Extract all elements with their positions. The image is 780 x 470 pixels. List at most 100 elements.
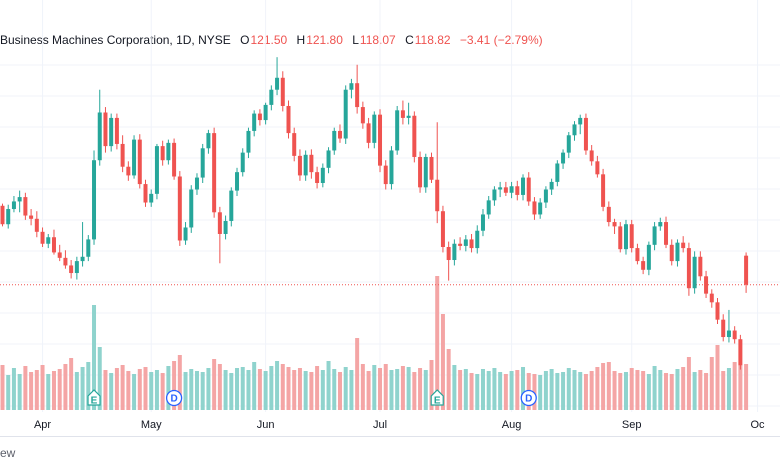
high-value: 121.80 [306, 33, 343, 47]
volume-bar [6, 375, 11, 410]
volume-bar [177, 355, 182, 410]
volume-bar [423, 370, 428, 410]
volume-bar [715, 345, 720, 410]
candle-body [532, 201, 537, 215]
volume-bar [383, 364, 388, 410]
candle-body [566, 135, 571, 153]
candle-body [623, 224, 628, 250]
candle-body [34, 218, 39, 232]
volume-bar [29, 372, 34, 410]
volume-bar [675, 369, 680, 410]
volume-bar [561, 372, 566, 410]
volume-bar [132, 374, 137, 410]
candle-body [715, 302, 720, 320]
candlestick-chart[interactable]: E D E D Apr May Jun Jul Aug Sep Oc [0, 0, 780, 436]
candle-body [63, 257, 68, 266]
candle-body [286, 105, 291, 134]
candle-body [292, 133, 297, 156]
close-value: 118.82 [414, 33, 451, 47]
candle-body [212, 133, 217, 213]
volume-bar [515, 370, 520, 410]
volume-bar [543, 371, 548, 410]
earnings-marker-icon [87, 389, 101, 406]
volume-bar [658, 370, 663, 410]
volume-bar [623, 372, 628, 410]
candle-body [0, 205, 5, 225]
candle-body [681, 242, 686, 249]
candle-body [521, 177, 526, 195]
volume-bar [11, 368, 16, 410]
candle-body [732, 330, 737, 340]
candle-body [618, 226, 623, 250]
candle-body [137, 139, 142, 185]
candle-body [515, 186, 520, 195]
candle-body [498, 187, 503, 190]
candle-body [29, 215, 34, 219]
candle-body [183, 227, 188, 241]
candle-body [360, 107, 365, 124]
candle-body [698, 256, 703, 277]
volume-bar [303, 371, 308, 410]
candle-body [549, 181, 554, 190]
volume-bar [732, 362, 737, 410]
volume-bar [566, 368, 571, 410]
volume-bar [440, 314, 445, 410]
volume-bar [463, 369, 468, 410]
volume-bar [618, 373, 623, 410]
volume-bar [160, 373, 165, 410]
footer-text[interactable]: ew [0, 446, 16, 460]
volume-bar [51, 371, 56, 410]
candle-body [246, 130, 251, 153]
candle-body [103, 112, 108, 147]
volume-bar [664, 373, 669, 410]
volume-bar [183, 372, 188, 410]
volume-bar [692, 372, 697, 410]
candle-body [297, 155, 302, 176]
volume-bar [509, 371, 514, 410]
candle-body [206, 133, 211, 149]
volume-bar [452, 365, 457, 410]
candle-body [149, 193, 154, 203]
candle-body [92, 160, 97, 240]
candle-body [435, 179, 440, 212]
volume-bar [332, 369, 337, 410]
candle-body [154, 146, 159, 194]
volume-bar [235, 368, 240, 410]
candle-body [269, 89, 274, 105]
volume-bar [669, 374, 674, 410]
volume-bar [635, 370, 640, 410]
earnings-marker-label: E [91, 396, 98, 407]
volume-bar [120, 365, 125, 410]
candle-body [583, 117, 588, 151]
candle-body [143, 184, 148, 203]
volume-bar [309, 372, 314, 410]
candle-body [589, 150, 594, 162]
candle-body [303, 154, 308, 176]
volume-bar [200, 372, 205, 410]
candle-body [263, 104, 268, 121]
x-tick-label: Apr [34, 419, 51, 431]
volume-bar [257, 369, 262, 410]
candle-body [51, 237, 56, 253]
candle-body [166, 142, 171, 161]
symbol-title[interactable]: Business Machines Corporation, 1D, NYSE [0, 33, 231, 47]
volume-bar [166, 366, 171, 410]
bottom-divider [0, 436, 780, 437]
volume-bar [652, 366, 657, 410]
volume-bar [492, 368, 497, 410]
candle-body [692, 256, 697, 289]
volume-bar [538, 375, 543, 410]
volume-bar [429, 360, 434, 410]
candle-body [80, 256, 85, 262]
candle-body [538, 202, 543, 215]
volume-bar [114, 368, 119, 410]
volume-bar [189, 369, 194, 410]
volume-bar [275, 361, 280, 410]
candle-body [200, 148, 205, 178]
candle-body [526, 177, 531, 202]
candle-body [635, 248, 640, 262]
volume-bar [63, 364, 68, 410]
candle-body [629, 224, 634, 249]
candle-body [429, 156, 434, 180]
volume-bar [475, 374, 480, 410]
